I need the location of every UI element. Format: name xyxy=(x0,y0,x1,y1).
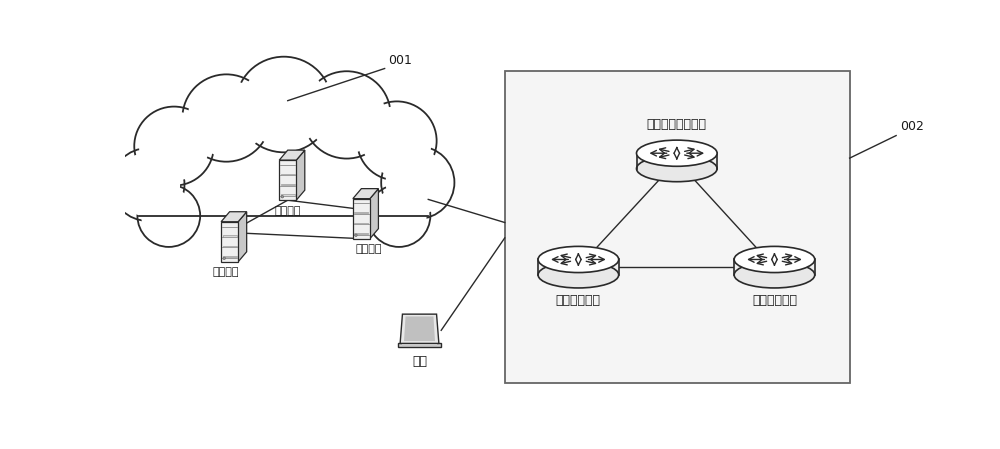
Polygon shape xyxy=(734,260,815,275)
Circle shape xyxy=(137,185,200,247)
Circle shape xyxy=(386,150,450,215)
Polygon shape xyxy=(354,233,368,234)
Polygon shape xyxy=(354,223,368,224)
Polygon shape xyxy=(370,189,378,239)
Text: 002: 002 xyxy=(900,120,924,133)
FancyBboxPatch shape xyxy=(505,71,850,383)
Text: 文件遍历服务: 文件遍历服务 xyxy=(752,294,797,307)
Polygon shape xyxy=(143,146,425,216)
Circle shape xyxy=(141,188,196,243)
Text: 存储节点: 存储节点 xyxy=(274,206,301,216)
Text: 用户: 用户 xyxy=(412,355,427,368)
Circle shape xyxy=(116,153,180,216)
Text: 消息队列服务: 消息队列服务 xyxy=(556,294,601,307)
Circle shape xyxy=(303,71,391,158)
Polygon shape xyxy=(353,189,378,198)
Text: 存储节点: 存储节点 xyxy=(212,267,239,277)
Circle shape xyxy=(357,101,437,180)
Polygon shape xyxy=(281,184,295,185)
Ellipse shape xyxy=(637,140,717,166)
Polygon shape xyxy=(238,212,247,262)
Circle shape xyxy=(223,257,225,260)
Circle shape xyxy=(381,146,454,219)
Polygon shape xyxy=(353,198,370,239)
Polygon shape xyxy=(221,222,238,262)
Circle shape xyxy=(281,195,284,198)
Circle shape xyxy=(242,62,326,146)
Polygon shape xyxy=(637,153,717,169)
Polygon shape xyxy=(279,160,296,200)
Polygon shape xyxy=(223,246,237,247)
Polygon shape xyxy=(281,174,295,175)
Circle shape xyxy=(362,106,432,176)
Circle shape xyxy=(368,185,430,247)
Text: 存储节点: 存储节点 xyxy=(356,244,382,254)
Polygon shape xyxy=(400,314,439,343)
Polygon shape xyxy=(221,212,247,222)
Polygon shape xyxy=(223,256,237,257)
Circle shape xyxy=(134,106,214,185)
Ellipse shape xyxy=(734,262,815,288)
Polygon shape xyxy=(281,194,295,196)
Text: 关系型数据库服务: 关系型数据库服务 xyxy=(647,118,707,131)
Circle shape xyxy=(111,148,184,221)
Polygon shape xyxy=(296,150,305,200)
Ellipse shape xyxy=(637,155,717,182)
Ellipse shape xyxy=(734,247,815,273)
Polygon shape xyxy=(279,150,305,160)
Ellipse shape xyxy=(538,247,619,273)
Polygon shape xyxy=(223,235,237,237)
Polygon shape xyxy=(538,260,619,275)
Polygon shape xyxy=(404,317,435,341)
Polygon shape xyxy=(398,343,441,347)
Text: 001: 001 xyxy=(388,54,412,67)
Polygon shape xyxy=(354,212,368,213)
Circle shape xyxy=(308,76,385,153)
Polygon shape xyxy=(402,344,437,347)
Circle shape xyxy=(236,57,332,152)
Circle shape xyxy=(139,111,209,181)
Circle shape xyxy=(355,234,357,237)
Circle shape xyxy=(182,75,270,162)
Ellipse shape xyxy=(538,262,619,288)
Circle shape xyxy=(371,188,427,243)
Circle shape xyxy=(188,79,265,156)
